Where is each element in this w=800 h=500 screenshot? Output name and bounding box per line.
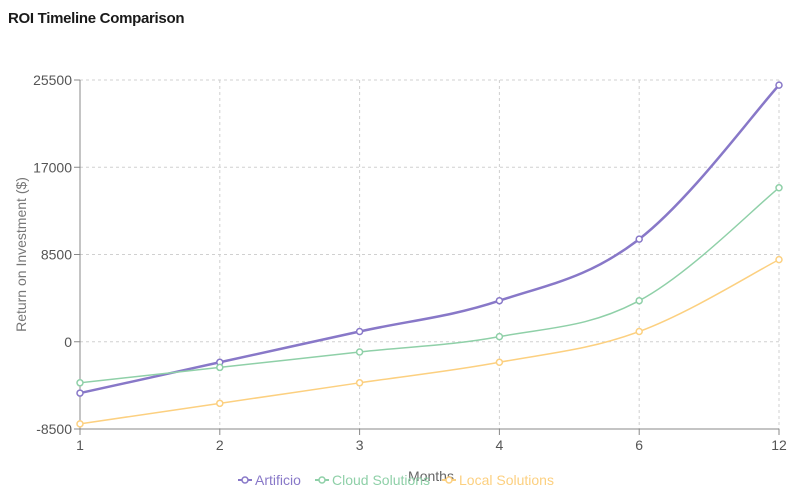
series-points	[76, 81, 783, 428]
data-point	[216, 363, 224, 372]
x-tick-label: 6	[635, 437, 643, 453]
x-tick-label: 12	[771, 437, 787, 453]
data-point	[495, 332, 504, 341]
data-point	[495, 296, 504, 305]
legend-swatch-point	[241, 476, 249, 484]
data-point	[775, 184, 783, 192]
data-point	[635, 327, 643, 336]
y-tick-labels: -8500 0 8500 17000 25500	[33, 72, 72, 437]
legend-item: Artificio	[238, 472, 301, 488]
data-point	[76, 420, 84, 428]
y-tick-label: 25500	[33, 72, 72, 88]
data-point	[76, 379, 84, 387]
series-line-0	[79, 84, 780, 395]
x-tick-label: 1	[76, 437, 84, 453]
x-tick-label: 4	[496, 437, 504, 453]
x-tick-label: 3	[356, 437, 364, 453]
data-point	[76, 389, 84, 397]
y-tick-label: 0	[64, 334, 72, 350]
data-point	[635, 235, 643, 243]
series-lines	[79, 84, 780, 425]
data-point	[216, 399, 224, 408]
legend-swatch-point	[445, 476, 453, 484]
legend-item: Cloud Solutions	[315, 472, 430, 488]
data-point	[775, 81, 783, 89]
y-tick-label: 17000	[33, 159, 72, 175]
legend: Artificio Cloud Solutions Local Solutions	[238, 472, 554, 488]
series-line-2	[79, 258, 780, 425]
data-point	[355, 348, 364, 356]
chart-title: ROI Timeline Comparison	[8, 10, 185, 27]
legend-label: Local Solutions	[459, 472, 554, 488]
axes	[74, 79, 780, 435]
legend-swatch-point	[318, 476, 326, 484]
y-tick-label: -8500	[36, 421, 72, 437]
y-axis-label: Return on Investment ($)	[13, 177, 29, 332]
legend-label: Cloud Solutions	[332, 472, 430, 488]
legend-item: Local Solutions	[442, 472, 554, 488]
data-point	[775, 255, 783, 264]
data-point	[355, 379, 364, 387]
legend-label: Artificio	[255, 472, 301, 488]
series-line-1	[79, 187, 780, 384]
x-tick-labels: 1 2 3 4 6 12	[76, 437, 787, 453]
data-point	[355, 327, 364, 336]
grid-lines	[80, 79, 780, 429]
data-point	[495, 358, 504, 367]
y-tick-label: 8500	[41, 247, 72, 263]
x-tick-label: 2	[216, 437, 224, 453]
data-point	[635, 296, 643, 305]
